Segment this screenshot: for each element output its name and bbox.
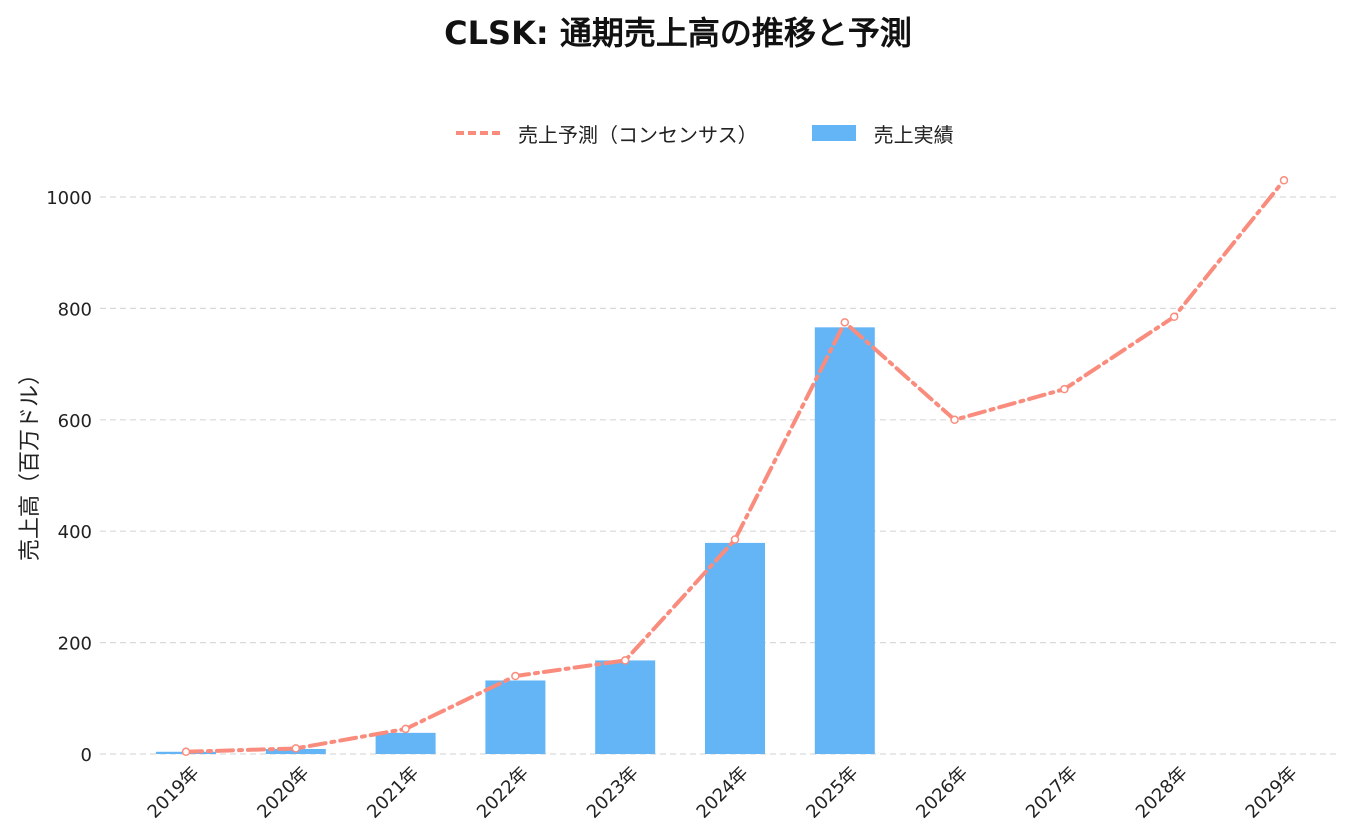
bar-actual-2025年 (814, 327, 875, 754)
legend-item-forecast: 売上予測（コンセンサス） (456, 119, 758, 148)
y-tick-label: 800 (58, 299, 92, 320)
x-tick-label: 2028年 (1132, 763, 1192, 823)
x-tick-label: 2019年 (144, 763, 204, 823)
x-tick-label: 2021年 (363, 763, 423, 823)
bar-actual-2023年 (595, 660, 656, 754)
bar-actual-2024年 (705, 542, 765, 754)
x-tick-label: 2023年 (583, 763, 643, 823)
x-tick-label: 2025年 (802, 763, 862, 823)
legend-actual-swatch (811, 125, 856, 141)
x-tick-label: 2020年 (253, 763, 313, 823)
forecast-point-2025年 (840, 318, 850, 327)
x-tick-label: 2022年 (473, 763, 533, 823)
x-tick-label: 2027年 (1022, 763, 1082, 823)
x-tick-label: 2029年 (1242, 763, 1302, 823)
y-tick-label: 0 (81, 745, 92, 766)
forecast-point-2021年 (401, 724, 410, 734)
forecast-point-2029年 (1279, 176, 1289, 185)
legend-forecast-label: 売上予測（コンセンサス） (518, 122, 758, 147)
forecast-line (184, 178, 1286, 754)
legend-item-actual: 売上実績 (811, 119, 954, 148)
forecast-point-2028年 (1169, 312, 1179, 322)
forecast-point-2020年 (291, 744, 301, 753)
legend-forecast-line (456, 131, 500, 135)
y-tick-label: 400 (58, 522, 92, 543)
y-tick-label: 200 (58, 634, 92, 655)
forecast-point-2027年 (1060, 384, 1069, 394)
legend: 売上予測（コンセンサス） 売上実績 (456, 116, 954, 150)
x-tick-label: 2026年 (912, 763, 972, 823)
bar-actual-2022年 (485, 680, 546, 754)
y-tick-label: 600 (58, 411, 92, 432)
bar-actual-2021年 (375, 732, 436, 754)
chart-title: CLSK: 通期売上高の推移と予測 (444, 14, 912, 52)
forecast-point-2026年 (950, 415, 959, 425)
forecast-point-2019年 (181, 747, 191, 757)
forecast-point-2024年 (730, 535, 740, 544)
y-tick-label: 1000 (46, 188, 92, 209)
x-tick-label: 2024年 (693, 763, 753, 823)
forecast-point-2023年 (620, 656, 630, 665)
forecast-point-2022年 (511, 671, 520, 681)
legend-actual-label: 売上実績 (873, 122, 954, 147)
